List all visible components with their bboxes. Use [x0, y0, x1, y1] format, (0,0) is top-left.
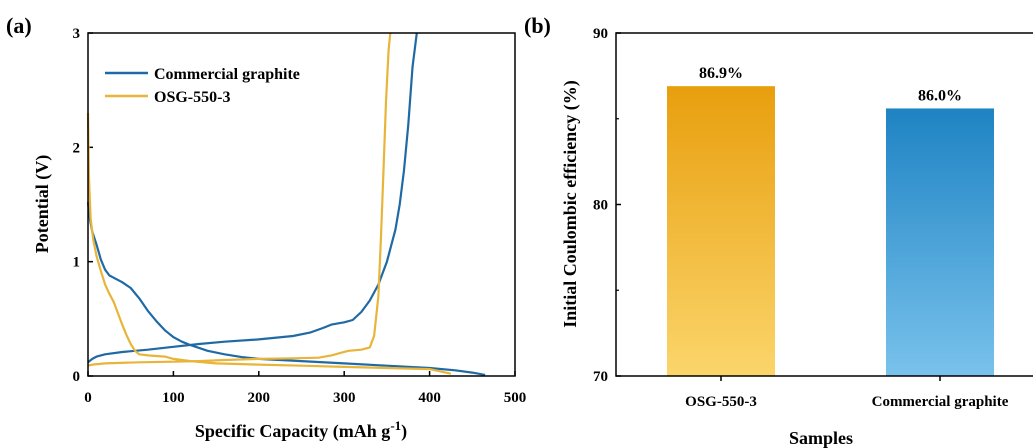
panel-a-ticks: 0 100 200 300 400 500 0 1 2 3: [73, 26, 527, 406]
panel-a-line-chart: (a) Potential (V) Specific Capacity (mAh…: [6, 13, 526, 442]
series-0-line-1: [87, 32, 418, 364]
panel-a-y-axis-title: Potential (V): [32, 155, 53, 253]
category-label-0: OSG-550-3: [685, 394, 757, 410]
bar-0: [667, 86, 775, 376]
y-tick-label-b-2: 90: [593, 26, 608, 42]
x-tick-label-1: 100: [162, 390, 185, 406]
y-tick-label-b-0: 70: [593, 369, 608, 385]
panel-a-tag: (a): [6, 13, 32, 38]
legend-label-1: OSG-550-3: [154, 89, 230, 106]
panel-b-tag: (b): [524, 13, 551, 38]
x-tick-label-3: 300: [333, 390, 356, 406]
panel-b-plot-frame: [615, 32, 1033, 377]
series-0-line-0: [86, 202, 486, 376]
legend-label-0: Commercial graphite: [154, 66, 300, 83]
y-tick-label-b-1: 80: [593, 198, 608, 214]
y-tick-label-2: 2: [73, 140, 81, 156]
panel-b-ticks: 70 80 90: [593, 26, 621, 385]
panel-b-x-axis-title: Samples: [789, 428, 853, 448]
panel-b-bar-chart: (b) Initial Coulombic efficiency (%) Sam…: [524, 13, 1033, 448]
bar-value-label-0: 86.9%: [699, 65, 743, 82]
panel-a-legend: Commercial graphite OSG-550-3: [105, 66, 300, 106]
panel-a-x-axis-title: Specific Capacity (mAh g-1): [195, 418, 407, 442]
bar-1: [886, 108, 994, 377]
series-1-line-0: [86, 112, 452, 375]
y-tick-label-0: 0: [73, 369, 81, 385]
x-tick-label-4: 400: [418, 390, 441, 406]
y-tick-label-3: 3: [73, 26, 81, 42]
y-tick-label-1: 1: [73, 255, 81, 271]
category-label-1: Commercial graphite: [872, 394, 1009, 410]
panel-a-plot-frame: [87, 32, 516, 377]
x-tick-label-0: 0: [84, 390, 92, 406]
panel-b-y-axis-title: Initial Coulombic efficiency (%): [560, 80, 581, 327]
x-tick-label-5: 500: [504, 390, 527, 406]
panel-a-series-lines: [86, 32, 486, 376]
series-1-line-1: [87, 32, 392, 367]
x-tick-label-2: 200: [248, 390, 271, 406]
panel-b-bars: 86.9% OSG-550-3 86.0% Commercial graphite: [667, 65, 1009, 410]
bar-value-label-1: 86.0%: [918, 87, 962, 104]
